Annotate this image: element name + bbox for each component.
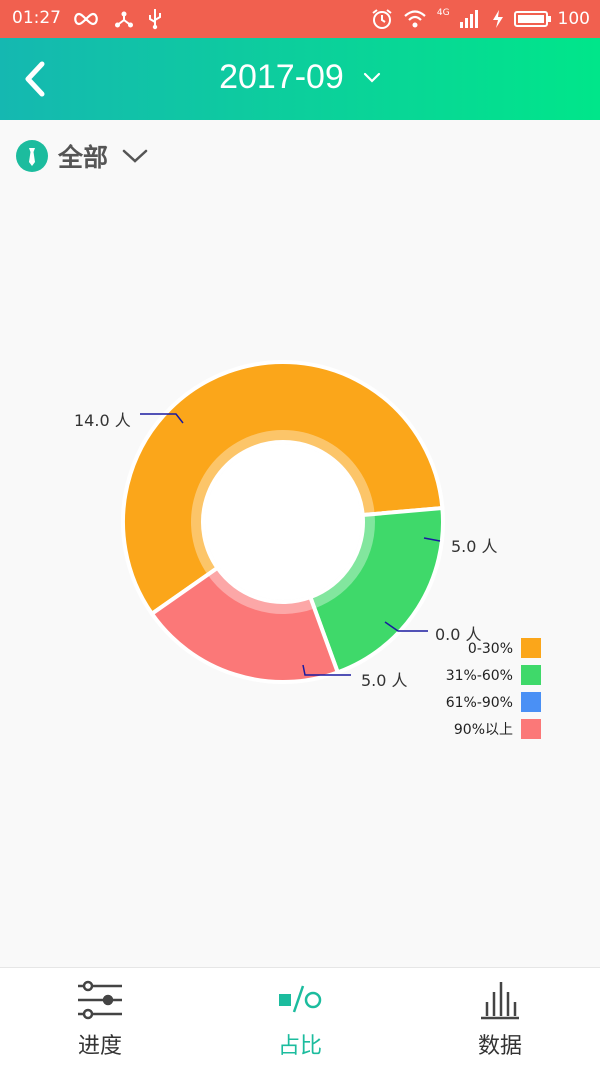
donut-hole bbox=[205, 444, 361, 600]
status-bar: 01:27 4G bbox=[0, 0, 600, 38]
slice-leader-line bbox=[302, 664, 351, 676]
chevron-down-icon bbox=[122, 149, 148, 163]
legend-swatch bbox=[521, 638, 541, 658]
page-title: 2017-09 bbox=[219, 58, 344, 96]
chevron-down-icon bbox=[363, 72, 381, 83]
donut-slice-rim bbox=[191, 430, 375, 575]
donut-slice-rim bbox=[207, 567, 315, 614]
legend-label: 31%-60% bbox=[446, 668, 513, 684]
legend-label: 61%-90% bbox=[446, 695, 513, 711]
slice-value-label: 5.0 人 bbox=[361, 671, 408, 690]
app-header: 2017-09 bbox=[0, 38, 600, 120]
legend-swatch bbox=[521, 665, 541, 685]
infinity-icon bbox=[74, 12, 98, 26]
slice-value-label: 0.0 人 bbox=[435, 625, 482, 644]
alarm-clock-icon bbox=[372, 9, 392, 29]
nav-ratio[interactable]: 占比 bbox=[200, 968, 400, 1067]
signal-icon bbox=[459, 10, 478, 28]
legend-label: 0-30% bbox=[468, 641, 513, 657]
slice-leader-line bbox=[384, 621, 428, 632]
slice-value-label: 5.0 人 bbox=[451, 537, 498, 556]
share-node-icon bbox=[115, 11, 133, 28]
ratio-donut-chart: 14.0 人 5.0 人 0.0 人 5.0 人 0-30% 31%-60% 61%-90%… bbox=[0, 330, 600, 750]
legend-swatch bbox=[521, 692, 541, 712]
usb-icon bbox=[149, 9, 161, 30]
nav-progress[interactable]: 进度 bbox=[0, 968, 200, 1067]
square-slash-circle-icon bbox=[279, 985, 322, 1013]
donut-slice bbox=[307, 505, 445, 675]
slice-leader-line bbox=[423, 537, 441, 542]
month-selector[interactable]: 2017-09 bbox=[0, 58, 600, 97]
charging-icon bbox=[492, 10, 503, 28]
battery-level: 100 bbox=[557, 9, 590, 29]
bar-chart-icon bbox=[481, 982, 519, 1020]
donut-slice bbox=[121, 360, 445, 617]
filter-label: 全部 bbox=[58, 144, 109, 172]
network-type-label: 4G bbox=[436, 8, 450, 18]
legend-swatch bbox=[521, 719, 541, 739]
tie-icon bbox=[16, 140, 48, 172]
nav-label: 数据 bbox=[477, 1034, 522, 1059]
nav-label: 占比 bbox=[277, 1034, 322, 1059]
slice-value-label: 14.0 人 bbox=[74, 411, 131, 430]
group-filter-dropdown[interactable]: 全部 bbox=[16, 137, 148, 175]
wifi-icon bbox=[404, 10, 426, 28]
donut-slice bbox=[149, 565, 341, 684]
donut-slice-rim bbox=[310, 513, 375, 609]
back-button[interactable] bbox=[20, 58, 50, 100]
battery-icon bbox=[513, 11, 551, 27]
bottom-navigation: 进度 占比 数据 bbox=[0, 967, 600, 1067]
nav-data[interactable]: 数据 bbox=[400, 968, 600, 1067]
status-time: 01:27 bbox=[12, 8, 61, 28]
chevron-left-icon bbox=[25, 61, 45, 97]
nav-label: 进度 bbox=[77, 1034, 122, 1059]
sliders-icon bbox=[78, 980, 122, 1020]
slice-leader-line bbox=[140, 413, 184, 424]
legend-label: 90%以上 bbox=[454, 722, 513, 738]
